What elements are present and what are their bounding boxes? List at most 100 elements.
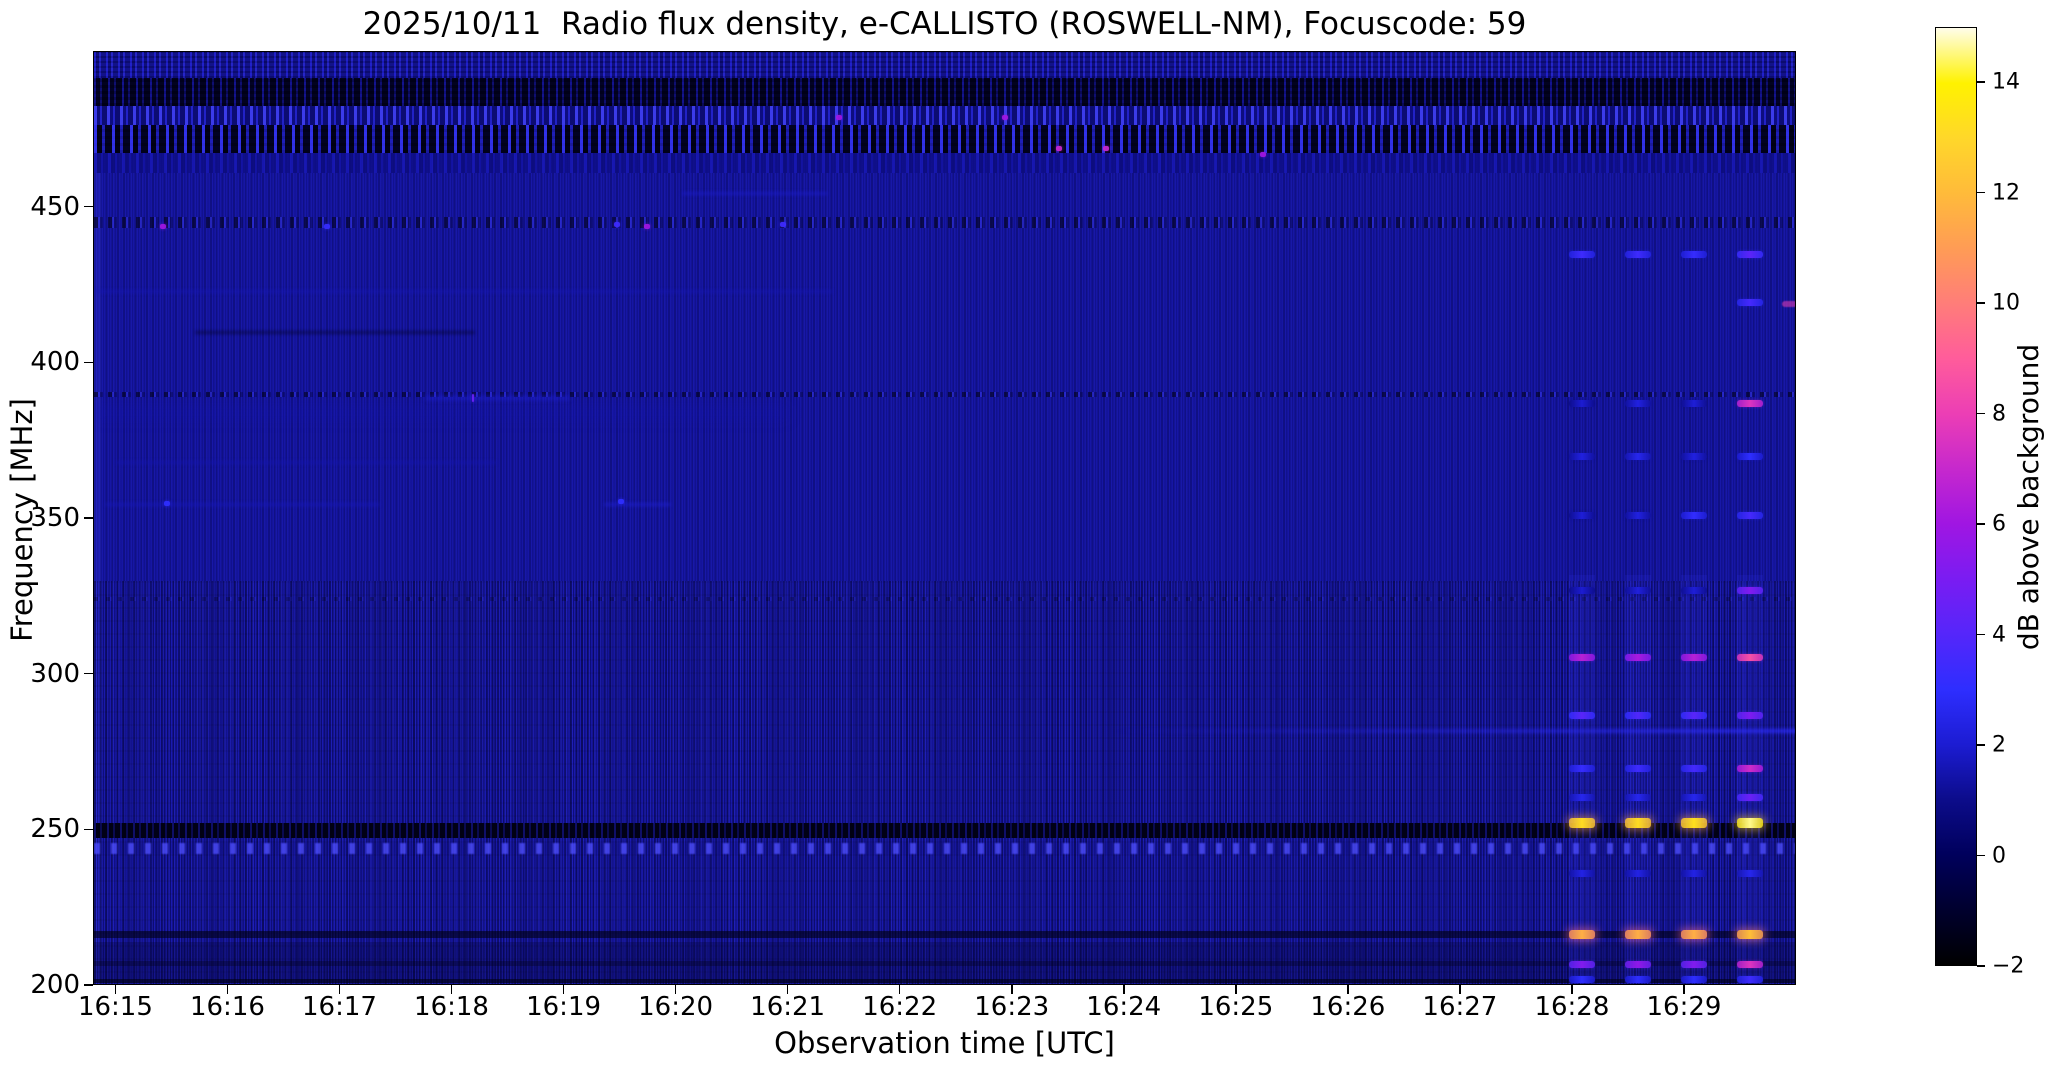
burst-dash (1737, 976, 1764, 984)
burst-dash (1737, 512, 1764, 520)
x-tick (674, 985, 677, 994)
colorbar-tick-label: 10 (1992, 290, 2020, 316)
feature-streak (682, 192, 828, 196)
x-tick (1459, 985, 1461, 994)
x-tick (1122, 985, 1125, 994)
chart-title: 2025/10/11 Radio flux density, e-CALLIST… (362, 6, 1527, 42)
feature-streak (1782, 301, 1795, 308)
burst-dash (1681, 817, 1708, 828)
noise-band-noise-heavy (94, 125, 1795, 154)
bright-dot (613, 222, 620, 228)
burst-dash (1625, 817, 1652, 828)
colorbar-tick-label: 0 (1992, 843, 2006, 869)
x-axis-label: Observation time [UTC] (774, 1026, 1115, 1060)
x-tick-label: 16:27 (1422, 992, 1498, 1022)
feature-streak (424, 395, 571, 400)
bright-dot (472, 393, 475, 402)
feature-streak (94, 406, 789, 421)
feature-streak (94, 290, 834, 294)
feature-streak (116, 461, 498, 465)
burst-dash (1625, 960, 1652, 968)
x-tick-label: 16:18 (414, 992, 489, 1022)
spectrogram-plot (93, 51, 1796, 985)
x-tick (898, 985, 901, 994)
burst-dash (1569, 870, 1596, 878)
noise-band-noise-fade (94, 153, 1795, 174)
y-tick (84, 205, 93, 208)
x-tick-label: 16:15 (77, 992, 153, 1022)
colorbar-tick-label: −2 (1992, 953, 2025, 979)
burst-dash (1569, 587, 1596, 595)
burst-dash (1569, 976, 1596, 984)
x-tick-label: 16:22 (862, 992, 938, 1022)
colorbar-tick (1977, 412, 1985, 415)
x-tick (450, 985, 453, 994)
burst-dash (1569, 400, 1596, 408)
burst-dash (1737, 764, 1764, 772)
y-axis-label: Frequency [MHz] (5, 398, 39, 642)
burst-dash (1681, 930, 1708, 940)
noise-band-dark-line (94, 931, 1795, 939)
noise-band-speckle-row (94, 217, 1795, 228)
noise-band-dark-line (94, 978, 1795, 984)
feature-streak (105, 503, 380, 507)
x-tick (338, 985, 341, 994)
colorbar-tick-label: 12 (1992, 180, 2020, 206)
colorbar-label: dB above background (2012, 343, 2045, 651)
plot-left-edge-glow (94, 52, 101, 984)
burst-dash (1681, 250, 1708, 258)
noise-band-blob-row (94, 842, 1795, 854)
burst-dash (1737, 400, 1764, 408)
y-tick-label: 400 (30, 347, 80, 378)
burst-dash (1625, 711, 1652, 719)
x-tick (1683, 985, 1685, 994)
burst-dash (1625, 976, 1652, 984)
x-tick-label: 16:25 (1198, 992, 1274, 1022)
x-tick-label: 16:16 (189, 992, 265, 1022)
burst-dash (1625, 794, 1652, 802)
noise-band-dark-band (94, 822, 1795, 839)
noise-band-speckle-dark (94, 78, 1795, 107)
burst-dash (1737, 817, 1764, 828)
colorbar (1935, 27, 1977, 966)
colorbar-tick (1977, 191, 1985, 194)
x-tick (1347, 985, 1349, 994)
x-tick-label: 16:20 (638, 992, 714, 1022)
burst-dash (1569, 960, 1596, 968)
burst-column-glow (1569, 575, 1596, 983)
x-tick-label: 16:24 (1086, 992, 1162, 1022)
colorbar-tick (1977, 523, 1985, 525)
burst-dash (1625, 654, 1652, 662)
burst-column-glow (1625, 575, 1652, 983)
colorbar-tick (1977, 965, 1985, 967)
x-tick (114, 985, 117, 994)
burst-dash (1569, 764, 1596, 772)
y-tick (84, 672, 93, 675)
bright-dot (1056, 146, 1063, 151)
burst-dash (1569, 794, 1596, 802)
x-tick (562, 985, 565, 994)
x-tick-label: 16:19 (526, 992, 602, 1022)
colorbar-tick-label: 14 (1992, 69, 2020, 95)
feature-streak (603, 503, 671, 507)
bright-dot (617, 499, 624, 505)
burst-column-glow (1681, 575, 1708, 983)
burst-dash (1681, 976, 1708, 984)
y-tick (84, 984, 93, 986)
bright-dot (324, 223, 331, 229)
burst-dash (1625, 250, 1652, 258)
burst-dash (1569, 711, 1596, 719)
y-tick-label: 250 (30, 814, 80, 845)
colorbar-tick (1977, 302, 1985, 304)
x-tick (226, 985, 229, 994)
colorbar-tick (1977, 744, 1985, 746)
burst-dash (1681, 512, 1708, 520)
x-tick-label: 16:26 (1310, 992, 1386, 1022)
burst-dash (1681, 400, 1708, 408)
bright-dot (1103, 146, 1110, 151)
bright-dot (1002, 114, 1009, 120)
burst-dash (1569, 654, 1596, 662)
burst-dash (1625, 930, 1652, 940)
y-tick (84, 361, 93, 364)
burst-dash (1625, 587, 1652, 595)
